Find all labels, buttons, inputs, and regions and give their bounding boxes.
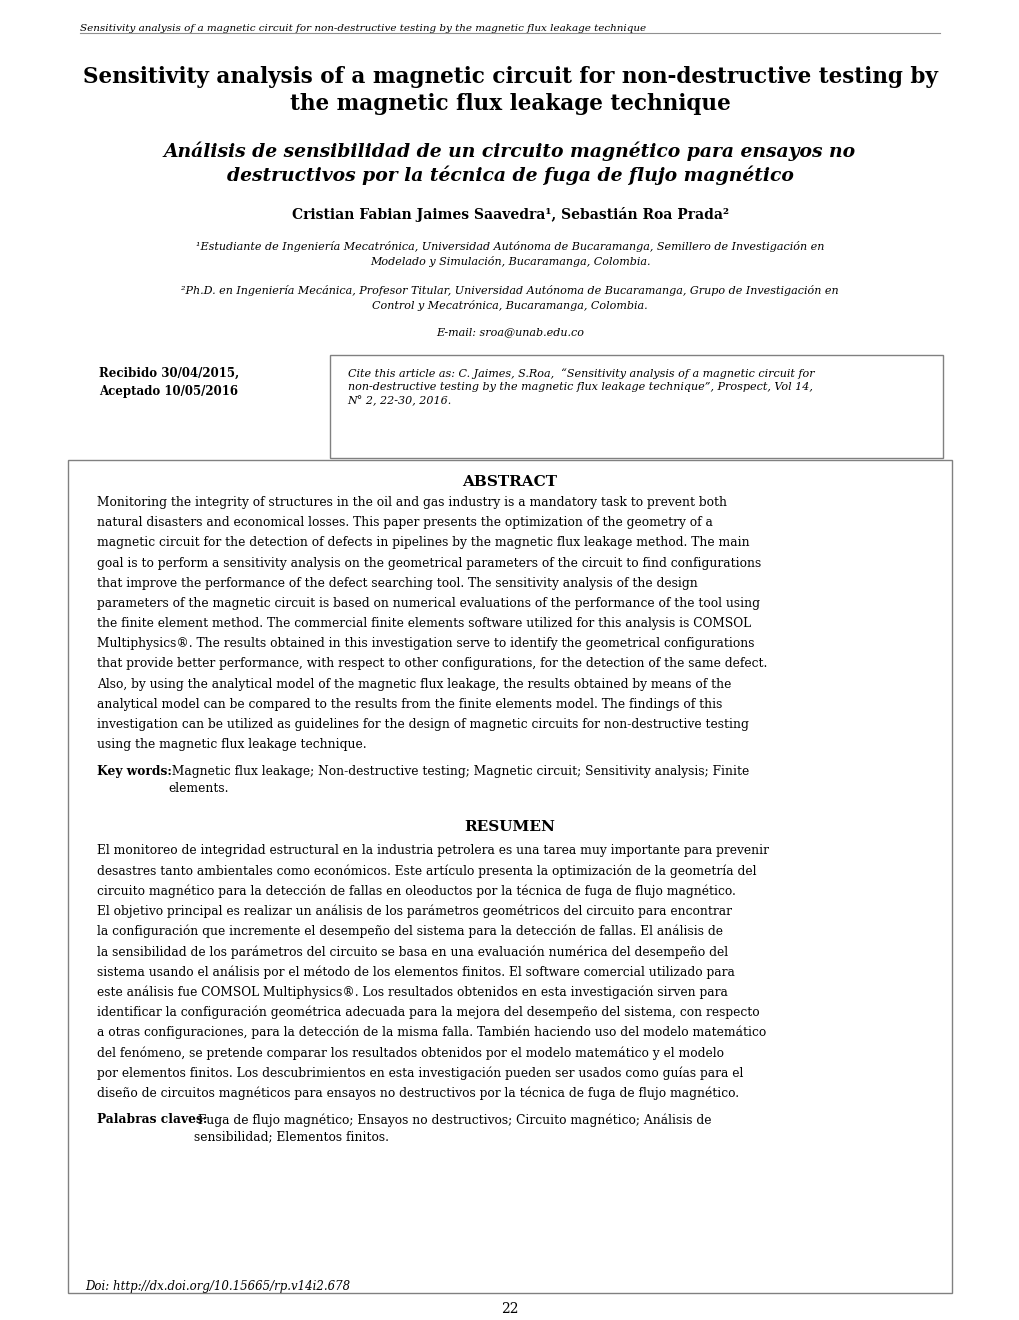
Text: natural disasters and economical losses. This paper presents the optimization of: natural disasters and economical losses.… [97, 516, 712, 529]
Text: Sensitivity analysis of a magnetic circuit for non-destructive testing by
the ma: Sensitivity analysis of a magnetic circu… [83, 66, 936, 115]
Text: analytical model can be compared to the results from the finite elements model. : analytical model can be compared to the … [97, 698, 721, 711]
Text: a otras configuraciones, para la detección de la misma falla. También haciendo u: a otras configuraciones, para la detecci… [97, 1026, 765, 1039]
Text: 22: 22 [500, 1302, 519, 1316]
Text: magnetic circuit for the detection of defects in pipelines by the magnetic flux : magnetic circuit for the detection of de… [97, 536, 749, 549]
Text: Cristian Fabian Jaimes Saavedra¹, Sebastián Roa Prada²: Cristian Fabian Jaimes Saavedra¹, Sebast… [291, 207, 728, 222]
Text: diseño de circuitos magnéticos para ensayos no destructivos por la técnica de fu: diseño de circuitos magnéticos para ensa… [97, 1086, 739, 1100]
Text: Análisis de sensibilidad de un circuito magnético para ensayos no
destructivos p: Análisis de sensibilidad de un circuito … [164, 141, 855, 185]
FancyBboxPatch shape [67, 461, 952, 1292]
Text: del fenómeno, se pretende comparar los resultados obtenidos por el modelo matemá: del fenómeno, se pretende comparar los r… [97, 1045, 723, 1060]
Text: that improve the performance of the defect searching tool. The sensitivity analy: that improve the performance of the defe… [97, 577, 697, 590]
Text: the finite element method. The commercial finite elements software utilized for : the finite element method. The commercia… [97, 618, 751, 630]
Text: desastres tanto ambientales como económicos. Este artículo presenta la optimizac: desastres tanto ambientales como económi… [97, 865, 756, 878]
Text: ¹Estudiante de Ingeniería Mecatrónica, Universidad Autónoma de Bucaramanga, Semi: ¹Estudiante de Ingeniería Mecatrónica, U… [196, 242, 823, 267]
Text: Doi: http://dx.doi.org/10.15665/rp.v14i2.678: Doi: http://dx.doi.org/10.15665/rp.v14i2… [85, 1279, 350, 1292]
Text: Cite this article as: C. Jaimes, S.Roa,  “Sensitivity analysis of a magnetic cir: Cite this article as: C. Jaimes, S.Roa, … [347, 368, 813, 407]
Text: ABSTRACT: ABSTRACT [462, 475, 557, 488]
Text: Magnetic flux leakage; Non-destructive testing; Magnetic circuit; Sensitivity an: Magnetic flux leakage; Non-destructive t… [168, 766, 748, 795]
Text: Multiphysics®. The results obtained in this investigation serve to identify the : Multiphysics®. The results obtained in t… [97, 638, 754, 651]
Text: goal is to perform a sensitivity analysis on the geometrical parameters of the c: goal is to perform a sensitivity analysi… [97, 557, 760, 569]
Text: ²Ph.D. en Ingeniería Mecánica, Profesor Titular, Universidad Autónoma de Bucaram: ²Ph.D. en Ingeniería Mecánica, Profesor … [181, 285, 838, 310]
Text: Monitoring the integrity of structures in the oil and gas industry is a mandator: Monitoring the integrity of structures i… [97, 496, 727, 510]
Text: that provide better performance, with respect to other configurations, for the d: that provide better performance, with re… [97, 657, 766, 671]
Text: sistema usando el análisis por el método de los elementos finitos. El software c: sistema usando el análisis por el método… [97, 965, 735, 978]
Text: El objetivo principal es realizar un análisis de los parámetros geométricos del : El objetivo principal es realizar un aná… [97, 904, 732, 919]
Text: identificar la configuración geométrica adecuada para la mejora del desempeño de: identificar la configuración geométrica … [97, 1006, 759, 1019]
Text: este análisis fue COMSOL Multiphysics®. Los resultados obtenidos en esta investi: este análisis fue COMSOL Multiphysics®. … [97, 986, 728, 999]
Text: Recibido 30/04/2015,
Aceptado 10/05/2016: Recibido 30/04/2015, Aceptado 10/05/2016 [99, 367, 239, 397]
Text: parameters of the magnetic circuit is based on numerical evaluations of the perf: parameters of the magnetic circuit is ba… [97, 597, 759, 610]
Text: la configuración que incremente el desempeño del sistema para la detección de fa: la configuración que incremente el desem… [97, 925, 722, 939]
Text: Key words:: Key words: [97, 766, 172, 777]
Text: E-mail: sroa@unab.edu.co: E-mail: sroa@unab.edu.co [435, 327, 584, 337]
Text: using the magnetic flux leakage technique.: using the magnetic flux leakage techniqu… [97, 738, 367, 751]
Text: Palabras claves:: Palabras claves: [97, 1113, 207, 1126]
Text: RESUMEN: RESUMEN [464, 821, 555, 834]
Text: circuito magnético para la detección de fallas en oleoductos por la técnica de f: circuito magnético para la detección de … [97, 884, 736, 898]
Text: la sensibilidad de los parámetros del circuito se basa en una evaluación numéric: la sensibilidad de los parámetros del ci… [97, 945, 728, 958]
Text: por elementos finitos. Los descubrimientos en esta investigación pueden ser usad: por elementos finitos. Los descubrimient… [97, 1067, 743, 1080]
Text: investigation can be utilized as guidelines for the design of magnetic circuits : investigation can be utilized as guideli… [97, 718, 748, 731]
Text: Sensitivity analysis of a magnetic circuit for non-destructive testing by the ma: Sensitivity analysis of a magnetic circu… [79, 24, 645, 33]
Text: El monitoreo de integridad estructural en la industria petrolera es una tarea mu: El monitoreo de integridad estructural e… [97, 845, 768, 857]
FancyBboxPatch shape [330, 355, 942, 458]
Text: Fuga de flujo magnético; Ensayos no destructivos; Circuito magnético; Análisis d: Fuga de flujo magnético; Ensayos no dest… [194, 1113, 710, 1143]
Text: Also, by using the analytical model of the magnetic flux leakage, the results ob: Also, by using the analytical model of t… [97, 677, 731, 690]
